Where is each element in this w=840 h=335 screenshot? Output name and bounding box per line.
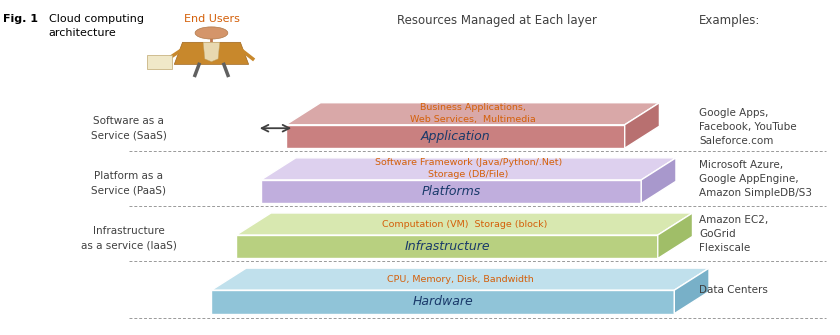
Text: Fig. 1: Fig. 1: [3, 14, 38, 24]
Polygon shape: [147, 55, 172, 69]
Text: Hardware: Hardware: [412, 295, 473, 309]
Text: Cloud computing
architecture: Cloud computing architecture: [49, 14, 144, 39]
Polygon shape: [212, 268, 709, 290]
Polygon shape: [641, 158, 676, 203]
Text: End Users: End Users: [183, 14, 239, 24]
Text: Infrastructure: Infrastructure: [404, 240, 490, 253]
Text: CPU, Memory, Disk, Bandwidth: CPU, Memory, Disk, Bandwidth: [387, 275, 533, 284]
Polygon shape: [658, 213, 692, 259]
Polygon shape: [286, 125, 625, 148]
Polygon shape: [675, 268, 709, 314]
Text: Infrastructure
as a service (IaaS): Infrastructure as a service (IaaS): [81, 226, 176, 251]
Ellipse shape: [195, 27, 228, 39]
Polygon shape: [174, 42, 249, 64]
Text: Microsoft Azure,
Google AppEngine,
Amazon SimpleDB/S3: Microsoft Azure, Google AppEngine, Amazo…: [699, 159, 812, 198]
Text: Application: Application: [421, 130, 490, 143]
Polygon shape: [212, 290, 675, 314]
Text: Platforms: Platforms: [422, 185, 480, 198]
Polygon shape: [261, 158, 676, 180]
Text: Data Centers: Data Centers: [699, 284, 768, 294]
Text: Google Apps,
Facebook, YouTube
Saleforce.com: Google Apps, Facebook, YouTube Saleforce…: [699, 108, 796, 146]
Text: Resources Managed at Each layer: Resources Managed at Each layer: [397, 14, 597, 27]
Text: Software as a
Service (SaaS): Software as a Service (SaaS): [91, 116, 167, 140]
Polygon shape: [236, 235, 658, 259]
Polygon shape: [236, 213, 692, 235]
Text: Business Applications,
Web Services,  Multimedia: Business Applications, Web Services, Mul…: [410, 103, 536, 124]
Polygon shape: [625, 103, 659, 148]
Text: Amazon EC2,
GoGrid
Flexiscale: Amazon EC2, GoGrid Flexiscale: [699, 215, 769, 253]
Polygon shape: [203, 42, 220, 62]
Text: Examples:: Examples:: [699, 14, 760, 27]
Text: Computation (VM)  Storage (block): Computation (VM) Storage (block): [381, 219, 547, 228]
Polygon shape: [286, 103, 659, 125]
Polygon shape: [261, 180, 641, 203]
Text: Software Framework (Java/Python/.Net)
Storage (DB/File): Software Framework (Java/Python/.Net) St…: [375, 158, 562, 179]
Text: Platform as a
Service (PaaS): Platform as a Service (PaaS): [92, 172, 166, 195]
